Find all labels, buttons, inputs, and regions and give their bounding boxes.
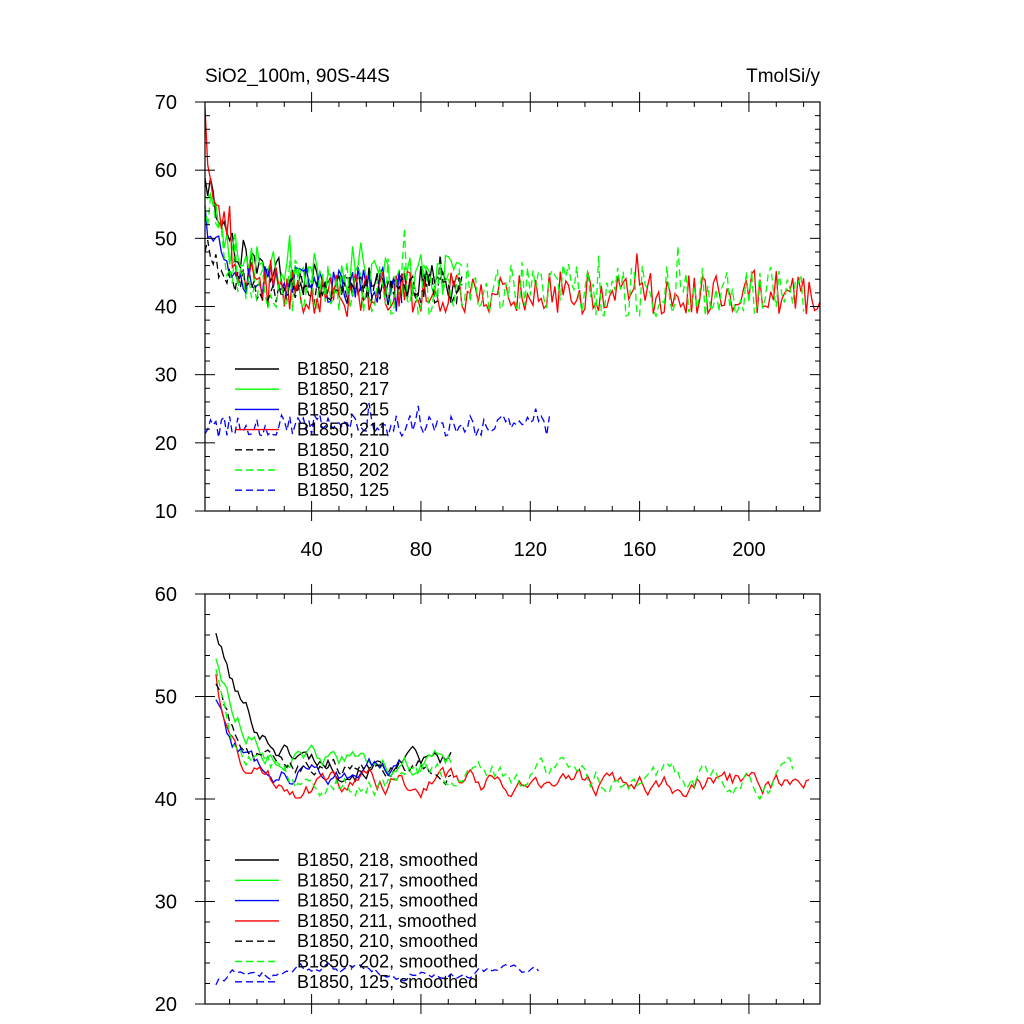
- series-group: [215, 632, 810, 986]
- series-line-7: [204, 402, 551, 439]
- legend-label-6: B1850, 202: [297, 460, 389, 480]
- y-tick-label: 10: [155, 501, 177, 523]
- y-tick-label: 40: [155, 789, 177, 811]
- legend-label-4: B1850, 211, smoothed: [297, 911, 477, 931]
- axis-ticks: 20 30 40 50 60: [155, 584, 820, 1016]
- chart-title: SiO2_100m, 90S-44S: [205, 66, 390, 87]
- series-group: [204, 107, 821, 439]
- x-tick-label: 40: [300, 539, 322, 561]
- legend-label-2: B1850, 217: [297, 379, 389, 399]
- series-line-6: [204, 196, 805, 319]
- x-tick-label: 120: [514, 539, 547, 561]
- y-tick-label: 30: [155, 892, 177, 914]
- series-line-3: [215, 699, 400, 786]
- x-tick-label: 200: [732, 539, 765, 561]
- series-line-5: [204, 239, 463, 306]
- y-tick-label: 50: [155, 687, 177, 709]
- y-tick-label: 60: [155, 584, 177, 606]
- y-tick-label: 40: [155, 297, 177, 319]
- y-tick-label: 50: [155, 228, 177, 250]
- series-line-2: [215, 658, 452, 778]
- y-tick-label: 70: [155, 92, 177, 114]
- legend-label-1: B1850, 218, smoothed: [297, 850, 478, 870]
- legend-label-5: B1850, 210: [297, 440, 389, 460]
- legend-label-3: B1850, 215: [297, 399, 389, 419]
- legend-label-7: B1850, 125, smoothed: [297, 972, 478, 992]
- series-line-4: [204, 107, 821, 317]
- units-label: TmolSi/y: [746, 66, 820, 87]
- legend-label-2: B1850, 217, smoothed: [297, 870, 478, 890]
- legend-label-4: B1850, 211: [297, 420, 388, 440]
- x-tick-label: 160: [623, 539, 656, 561]
- legend-label-1: B1850, 218: [297, 359, 389, 379]
- y-tick-label: 60: [155, 160, 177, 182]
- series-line-6: [215, 669, 794, 801]
- legend-label-3: B1850, 215, smoothed: [297, 891, 478, 911]
- legend-label-5: B1850, 210, smoothed: [297, 931, 478, 951]
- y-tick-label: 30: [155, 365, 177, 387]
- series-line-5: [215, 683, 452, 786]
- top-panel: SiO2_100m, 90S-44S TmolSi/y 10 20 30 40 50 60…: [155, 66, 821, 561]
- y-tick-label: 20: [155, 994, 177, 1016]
- axis-ticks: 10 20 30 40 50 60 70 40 80 120 160 200: [155, 92, 820, 561]
- y-tick-label: 20: [155, 433, 177, 455]
- legend-label-7: B1850, 125: [297, 480, 389, 500]
- legend-label-6: B1850, 202, smoothed: [297, 952, 478, 972]
- series-line-4: [215, 674, 810, 800]
- x-tick-label: 80: [410, 539, 432, 561]
- series-line-7: [215, 962, 540, 986]
